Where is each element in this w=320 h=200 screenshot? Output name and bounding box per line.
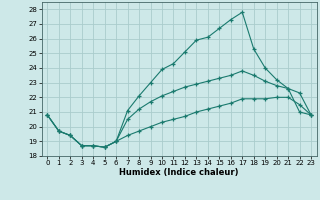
X-axis label: Humidex (Indice chaleur): Humidex (Indice chaleur)	[119, 168, 239, 177]
